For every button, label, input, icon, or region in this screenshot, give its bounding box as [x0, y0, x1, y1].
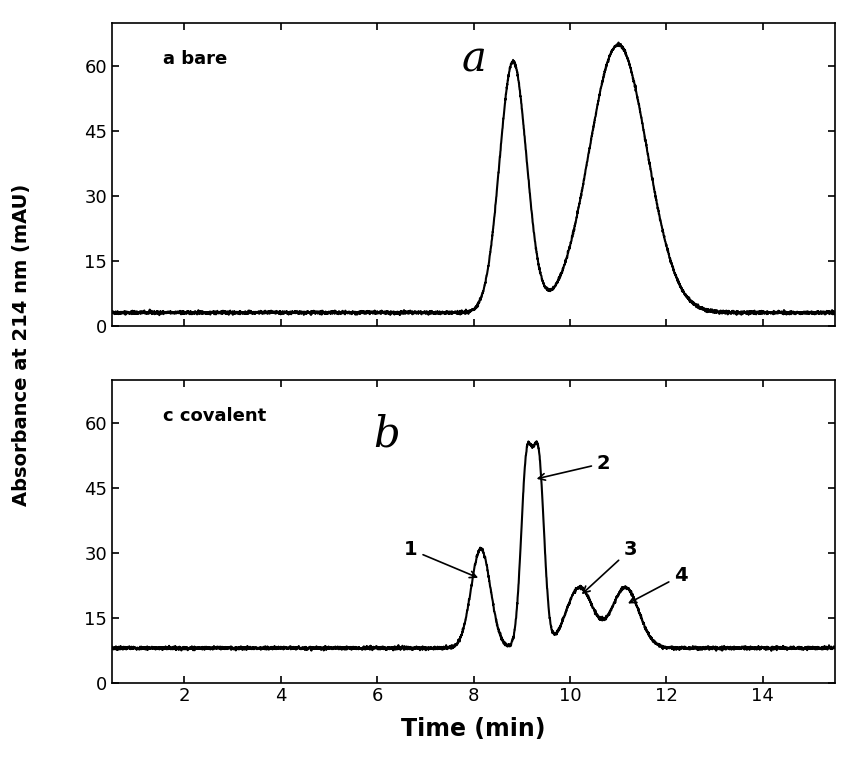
Text: c covalent: c covalent: [163, 407, 266, 426]
Text: 3: 3: [583, 540, 637, 593]
Text: a bare: a bare: [163, 51, 226, 68]
Text: b: b: [374, 413, 400, 456]
Text: a: a: [461, 38, 486, 81]
X-axis label: Time (min): Time (min): [401, 716, 546, 741]
Text: 4: 4: [629, 566, 688, 603]
Text: Absorbance at 214 nm (mAU): Absorbance at 214 nm (mAU): [12, 184, 31, 506]
Text: 1: 1: [404, 540, 476, 578]
Text: 2: 2: [538, 453, 610, 480]
